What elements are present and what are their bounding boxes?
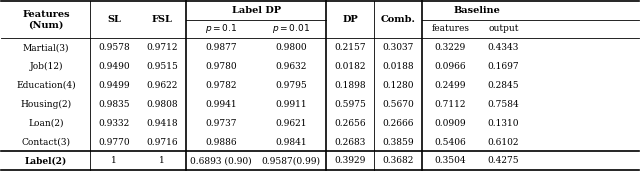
Text: 0.5670: 0.5670	[382, 100, 414, 109]
Text: 0.2656: 0.2656	[335, 119, 366, 128]
Text: 0.9770: 0.9770	[98, 137, 130, 147]
Text: 0.3929: 0.3929	[335, 156, 366, 165]
Text: 0.9587(0.99): 0.9587(0.99)	[262, 156, 321, 165]
Text: 0.3229: 0.3229	[435, 43, 466, 52]
Text: 0.3037: 0.3037	[383, 43, 414, 52]
Text: 0.2499: 0.2499	[435, 81, 466, 90]
Text: 0.9716: 0.9716	[146, 137, 178, 147]
Text: FSL: FSL	[152, 15, 172, 24]
Text: 0.9941: 0.9941	[205, 100, 237, 109]
Text: DP: DP	[342, 15, 358, 24]
Text: 0.9515: 0.9515	[146, 62, 178, 71]
Text: 1: 1	[159, 156, 165, 165]
Text: 0.2683: 0.2683	[335, 137, 366, 147]
Text: 0.9911: 0.9911	[275, 100, 307, 109]
Text: 0.3682: 0.3682	[383, 156, 414, 165]
Text: 0.9886: 0.9886	[205, 137, 237, 147]
Text: 0.7112: 0.7112	[435, 100, 466, 109]
Text: Label DP: Label DP	[232, 6, 281, 15]
Text: $p = 0.1$: $p = 0.1$	[205, 22, 237, 35]
Text: Job(12): Job(12)	[29, 62, 63, 71]
Text: 0.6893 (0.90): 0.6893 (0.90)	[190, 156, 252, 165]
Text: 0.0966: 0.0966	[435, 62, 466, 71]
Text: 0.9877: 0.9877	[205, 43, 237, 52]
Text: 0.1310: 0.1310	[488, 119, 519, 128]
Text: 0.9780: 0.9780	[205, 62, 237, 71]
Text: 0.9782: 0.9782	[205, 81, 237, 90]
Text: 0.9418: 0.9418	[146, 119, 178, 128]
Text: 0.9499: 0.9499	[98, 81, 130, 90]
Text: 0.6102: 0.6102	[488, 137, 519, 147]
Text: 0.9808: 0.9808	[146, 100, 178, 109]
Text: Martial(3): Martial(3)	[23, 43, 69, 52]
Text: 0.9800: 0.9800	[275, 43, 307, 52]
Text: 0.5406: 0.5406	[435, 137, 466, 147]
Text: Loan(2): Loan(2)	[28, 119, 64, 128]
Text: 0.3859: 0.3859	[383, 137, 414, 147]
Text: 0.1280: 0.1280	[383, 81, 414, 90]
Text: Label(2): Label(2)	[25, 156, 67, 165]
Text: Features
(Num): Features (Num)	[22, 10, 70, 29]
Text: 0.7584: 0.7584	[488, 100, 519, 109]
Text: 0.5975: 0.5975	[334, 100, 366, 109]
Text: 0.1898: 0.1898	[335, 81, 366, 90]
Text: 0.9332: 0.9332	[99, 119, 130, 128]
Text: 0.9622: 0.9622	[147, 81, 178, 90]
Text: 0.9712: 0.9712	[146, 43, 178, 52]
Text: 0.9737: 0.9737	[205, 119, 237, 128]
Text: 0.0909: 0.0909	[435, 119, 466, 128]
Text: 0.9835: 0.9835	[98, 100, 130, 109]
Text: 1: 1	[111, 156, 117, 165]
Text: 0.2845: 0.2845	[488, 81, 519, 90]
Text: 0.9795: 0.9795	[275, 81, 307, 90]
Text: 0.3504: 0.3504	[435, 156, 466, 165]
Text: 0.9578: 0.9578	[98, 43, 130, 52]
Text: 0.2666: 0.2666	[383, 119, 414, 128]
Text: $p = 0.01$: $p = 0.01$	[272, 22, 310, 35]
Text: 0.4275: 0.4275	[488, 156, 519, 165]
Text: output: output	[488, 24, 518, 34]
Text: 0.1697: 0.1697	[488, 62, 519, 71]
Text: SL: SL	[107, 15, 121, 24]
Text: Comb.: Comb.	[381, 15, 415, 24]
Text: 0.0188: 0.0188	[383, 62, 414, 71]
Text: 0.9632: 0.9632	[276, 62, 307, 71]
Text: 0.0182: 0.0182	[335, 62, 366, 71]
Text: 0.9841: 0.9841	[275, 137, 307, 147]
Text: 0.4343: 0.4343	[488, 43, 519, 52]
Text: Baseline: Baseline	[453, 6, 500, 15]
Text: Education(4): Education(4)	[16, 81, 76, 90]
Text: 0.9621: 0.9621	[275, 119, 307, 128]
Text: Housing(2): Housing(2)	[20, 100, 72, 109]
Text: 0.2157: 0.2157	[335, 43, 366, 52]
Text: 0.9490: 0.9490	[98, 62, 130, 71]
Text: Contact(3): Contact(3)	[22, 137, 70, 147]
Text: features: features	[431, 24, 469, 34]
